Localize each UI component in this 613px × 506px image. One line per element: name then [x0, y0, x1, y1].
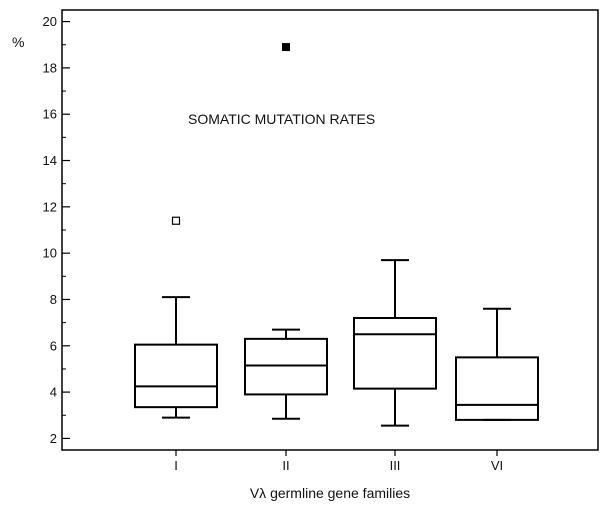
box-VI — [455, 307, 539, 421]
iqr-box — [134, 343, 218, 409]
x-axis: I II III VI — [174, 450, 503, 473]
chart-title: SOMATIC MUTATION RATES — [188, 111, 375, 127]
box-I — [134, 216, 218, 419]
y-tick-label: 4 — [50, 385, 57, 400]
x-tick-label: I — [174, 458, 178, 473]
iqr-box — [455, 356, 539, 421]
iqr-box — [244, 337, 328, 396]
x-tick-label: VI — [491, 458, 503, 473]
x-tick-label: II — [282, 458, 289, 473]
outlier-point — [171, 216, 181, 225]
y-tick-label: 10 — [43, 246, 57, 261]
x-tick-label: III — [390, 458, 401, 473]
y-tick-label: 16 — [43, 107, 57, 122]
y-tick-label: 6 — [50, 338, 57, 353]
y-tick-label: 2 — [50, 431, 57, 446]
box-series — [134, 43, 539, 427]
y-tick-label: 14 — [43, 153, 57, 168]
box-III — [353, 259, 437, 427]
y-tick-label: 20 — [43, 14, 57, 29]
y-tick-label: 12 — [43, 199, 57, 214]
outlier-point — [282, 43, 290, 52]
y-tick-label: 18 — [43, 60, 57, 75]
y-axis: 2 4 6 8 10 12 14 16 18 20 — [43, 14, 70, 446]
plot-frame — [61, 9, 599, 451]
iqr-box — [353, 317, 437, 390]
y-tick-label: 8 — [50, 292, 57, 307]
x-axis-label: Vλ germline gene families — [250, 485, 410, 501]
y-axis-label: % — [12, 34, 24, 50]
box-II — [244, 43, 328, 420]
